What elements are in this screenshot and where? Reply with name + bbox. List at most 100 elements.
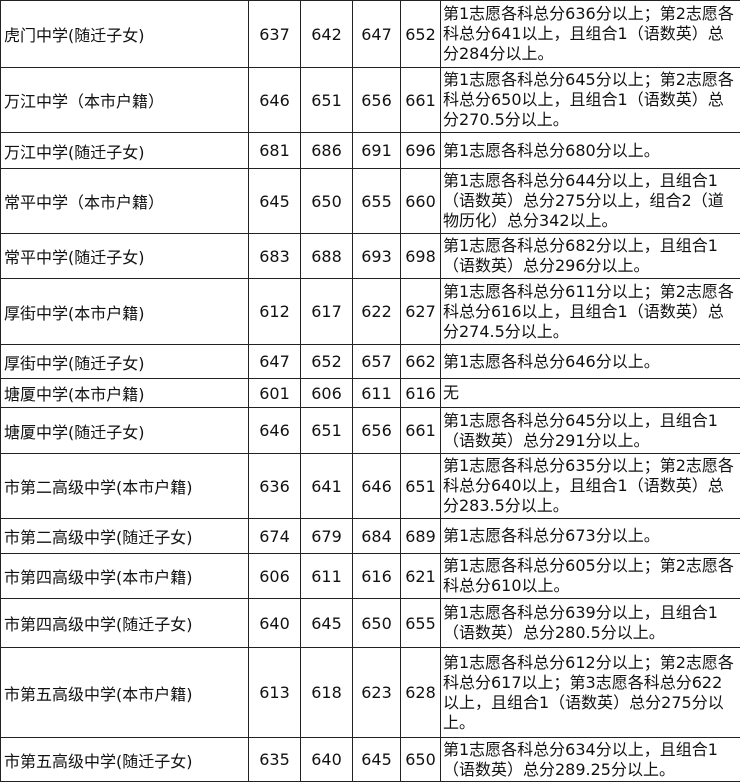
score: 652	[401, 1, 441, 68]
score: 645	[249, 169, 301, 234]
admission-note: 第1志愿各科总分636分以上；第2志愿各科总分641以上，且组合1（语数英）总分…	[441, 1, 740, 68]
admission-note: 第1志愿各科总分645分以上；第2志愿各科总分650以上，且组合1（语数英）总分…	[441, 68, 740, 133]
score: 628	[401, 648, 441, 738]
score: 645	[301, 599, 353, 648]
score: 640	[301, 738, 353, 782]
score: 656	[353, 408, 401, 454]
score: 647	[353, 1, 401, 68]
score: 612	[249, 279, 301, 345]
admission-note: 第1志愿各科总分635分以上；第2志愿各科总分640以上，且组合1（语数英）总分…	[441, 454, 740, 519]
score: 641	[301, 454, 353, 519]
school-name: 塘厦中学(随迁子女)	[1, 408, 249, 454]
score: 617	[301, 279, 353, 345]
score: 618	[301, 648, 353, 738]
score: 621	[401, 554, 441, 599]
score: 640	[249, 599, 301, 648]
score: 637	[249, 1, 301, 68]
school-name: 常平中学(随迁子女)	[1, 234, 249, 279]
score: 662	[401, 345, 441, 379]
admission-note: 第1志愿各科总分605分以上；第2志愿各科总分610以上。	[441, 554, 740, 599]
admission-note: 第1志愿各科总分612分以上；第2志愿各科总分617以上；第3志愿各科总分622…	[441, 648, 740, 738]
score: 689	[401, 519, 441, 554]
score: 683	[249, 234, 301, 279]
school-name: 市第五高级中学(随迁子女)	[1, 738, 249, 782]
school-name: 市第二高级中学(本市户籍)	[1, 454, 249, 519]
school-name: 市第五高级中学(本市户籍)	[1, 648, 249, 738]
score: 651	[301, 408, 353, 454]
score: 684	[353, 519, 401, 554]
score: 613	[249, 648, 301, 738]
school-name: 塘厦中学(本市户籍)	[1, 379, 249, 408]
score: 646	[249, 408, 301, 454]
school-name: 市第四高级中学(本市户籍)	[1, 554, 249, 599]
score: 616	[353, 554, 401, 599]
score: 622	[353, 279, 401, 345]
score: 650	[401, 738, 441, 782]
school-name: 市第二高级中学(随迁子女)	[1, 519, 249, 554]
score: 652	[301, 345, 353, 379]
score: 651	[401, 454, 441, 519]
score: 679	[301, 519, 353, 554]
school-name: 万江中学（本市户籍）	[1, 68, 249, 133]
admission-note: 第1志愿各科总分645分以上，且组合1（语数英）总分291分以上。	[441, 408, 740, 454]
score: 655	[401, 599, 441, 648]
score: 642	[301, 1, 353, 68]
score: 650	[301, 169, 353, 234]
admission-note: 第1志愿各科总分644分以上，且组合1（语数英）总分275分以上，组合2（道物历…	[441, 169, 740, 234]
score: 616	[401, 379, 441, 408]
score: 611	[301, 554, 353, 599]
score: 688	[301, 234, 353, 279]
school-name: 市第四高级中学(随迁子女)	[1, 599, 249, 648]
score: 646	[353, 454, 401, 519]
school-name: 常平中学（本市户籍）	[1, 169, 249, 234]
admission-note: 第1志愿各科总分673分以上。	[441, 519, 740, 554]
score: 651	[301, 68, 353, 133]
score: 696	[401, 133, 441, 169]
school-name: 万江中学(随迁子女)	[1, 133, 249, 169]
score: 645	[353, 738, 401, 782]
score: 681	[249, 133, 301, 169]
school-name: 厚街中学(随迁子女)	[1, 345, 249, 379]
admission-note: 第1志愿各科总分639分以上，且组合1（语数英）总分280.5分以上。	[441, 599, 740, 648]
score: 606	[301, 379, 353, 408]
score: 698	[401, 234, 441, 279]
score: 627	[401, 279, 441, 345]
school-name: 虎门中学(随迁子女)	[1, 1, 249, 68]
score: 656	[353, 68, 401, 133]
admission-note: 第1志愿各科总分611分以上；第2志愿各科总分616以上，且组合1（语数英）总分…	[441, 279, 740, 345]
score: 636	[249, 454, 301, 519]
admission-note: 第1志愿各科总分646分以上。	[441, 345, 740, 379]
score: 660	[401, 169, 441, 234]
score: 655	[353, 169, 401, 234]
admission-note: 第1志愿各科总分680分以上。	[441, 133, 740, 169]
score: 661	[401, 68, 441, 133]
score: 657	[353, 345, 401, 379]
score: 606	[249, 554, 301, 599]
admission-note: 第1志愿各科总分682分以上，且组合1（语数英）总分296分以上。	[441, 234, 740, 279]
score: 650	[353, 599, 401, 648]
score: 611	[353, 379, 401, 408]
school-name: 厚街中学(本市户籍)	[1, 279, 249, 345]
score: 647	[249, 345, 301, 379]
score: 661	[401, 408, 441, 454]
score: 635	[249, 738, 301, 782]
score: 601	[249, 379, 301, 408]
admission-note: 无	[441, 379, 740, 408]
score: 623	[353, 648, 401, 738]
